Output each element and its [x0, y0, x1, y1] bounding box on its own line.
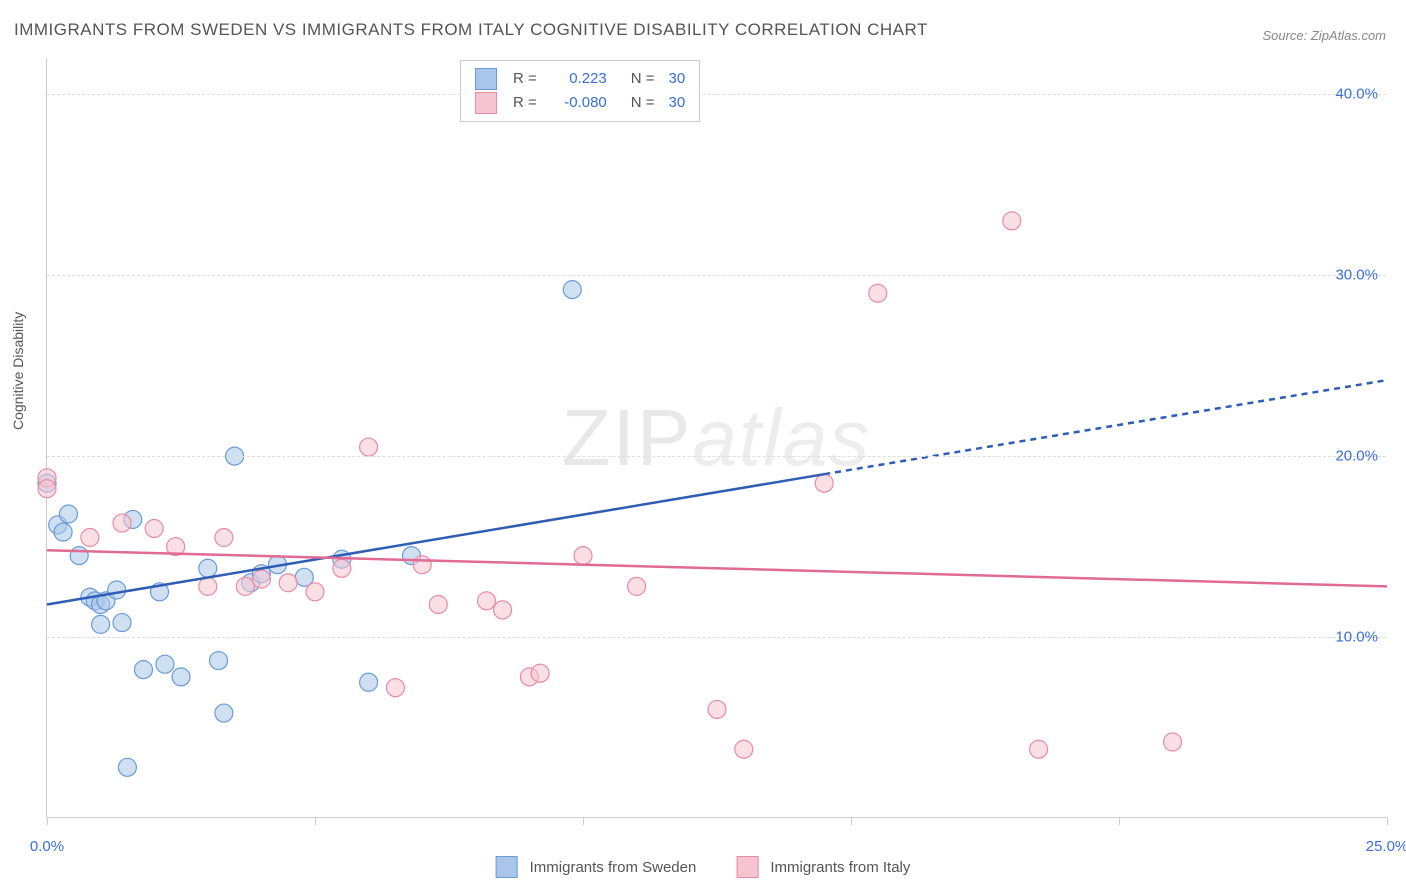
data-point [113, 514, 131, 532]
data-point [306, 583, 324, 601]
data-point [54, 523, 72, 541]
x-tick [315, 817, 316, 825]
r-value-italy: -0.080 [547, 91, 607, 115]
y-tick-label: 30.0% [1335, 267, 1378, 284]
swatch-sweden [475, 68, 497, 90]
n-value-italy: 30 [669, 91, 686, 115]
data-point [478, 592, 496, 610]
y-tick-label: 10.0% [1335, 629, 1378, 646]
y-axis-title: Cognitive Disability [10, 312, 26, 430]
x-tick [1387, 817, 1388, 825]
x-tick [47, 817, 48, 825]
data-point [628, 577, 646, 595]
data-point [172, 668, 190, 686]
swatch-italy [475, 92, 497, 114]
data-point [279, 574, 297, 592]
data-point [413, 556, 431, 574]
data-point [215, 704, 233, 722]
data-point [1003, 212, 1021, 230]
data-point [92, 615, 110, 633]
data-point [118, 758, 136, 776]
source-attribution: Source: ZipAtlas.com [1262, 28, 1386, 43]
gridline [47, 637, 1386, 638]
data-point [531, 664, 549, 682]
data-point [199, 559, 217, 577]
data-point [1164, 733, 1182, 751]
data-point [360, 438, 378, 456]
trend-line-extrapolated [824, 380, 1387, 474]
data-point [869, 284, 887, 302]
trend-line [47, 474, 824, 604]
data-point [708, 700, 726, 718]
data-point [134, 661, 152, 679]
gridline [47, 275, 1386, 276]
series-legend: Immigrants from Sweden Immigrants from I… [496, 856, 911, 878]
data-point [210, 652, 228, 670]
data-point [199, 577, 217, 595]
data-point [815, 474, 833, 492]
x-tick [851, 817, 852, 825]
data-point [494, 601, 512, 619]
data-point [145, 519, 163, 537]
correlation-legend: R = 0.223 N = 30 R = -0.080 N = 30 [460, 60, 700, 122]
legend-label-sweden: Immigrants from Sweden [530, 859, 697, 876]
legend-item-italy: Immigrants from Italy [736, 856, 910, 878]
swatch-italy-icon [736, 856, 758, 878]
data-point [429, 595, 447, 613]
data-point [38, 480, 56, 498]
legend-row-sweden: R = 0.223 N = 30 [475, 67, 685, 91]
chart-svg [47, 58, 1386, 817]
data-point [70, 547, 88, 565]
data-point [1030, 740, 1048, 758]
data-point [252, 570, 270, 588]
data-point [386, 679, 404, 697]
data-point [156, 655, 174, 673]
swatch-sweden-icon [496, 856, 518, 878]
gridline [47, 94, 1386, 95]
data-point [236, 577, 254, 595]
x-tick-label: 0.0% [30, 838, 64, 855]
r-label: R = [513, 91, 537, 115]
data-point [81, 529, 99, 547]
gridline [47, 456, 1386, 457]
data-point [113, 614, 131, 632]
data-point [108, 581, 126, 599]
r-value-sweden: 0.223 [547, 67, 607, 91]
n-value-sweden: 30 [669, 67, 686, 91]
n-label: N = [631, 91, 655, 115]
data-point [215, 529, 233, 547]
data-point [360, 673, 378, 691]
n-label: N = [631, 67, 655, 91]
legend-item-sweden: Immigrants from Sweden [496, 856, 697, 878]
data-point [333, 559, 351, 577]
y-tick-label: 40.0% [1335, 86, 1378, 103]
x-tick-label: 25.0% [1366, 838, 1406, 855]
legend-row-italy: R = -0.080 N = 30 [475, 91, 685, 115]
data-point [574, 547, 592, 565]
r-label: R = [513, 67, 537, 91]
x-tick [1119, 817, 1120, 825]
data-point [59, 505, 77, 523]
plot-area: ZIPatlas 10.0%20.0%30.0%40.0%0.0%25.0% [46, 58, 1386, 818]
chart-title: IMMIGRANTS FROM SWEDEN VS IMMIGRANTS FRO… [14, 20, 928, 40]
data-point [735, 740, 753, 758]
data-point [563, 281, 581, 299]
y-tick-label: 20.0% [1335, 448, 1378, 465]
legend-label-italy: Immigrants from Italy [770, 859, 910, 876]
x-tick [583, 817, 584, 825]
